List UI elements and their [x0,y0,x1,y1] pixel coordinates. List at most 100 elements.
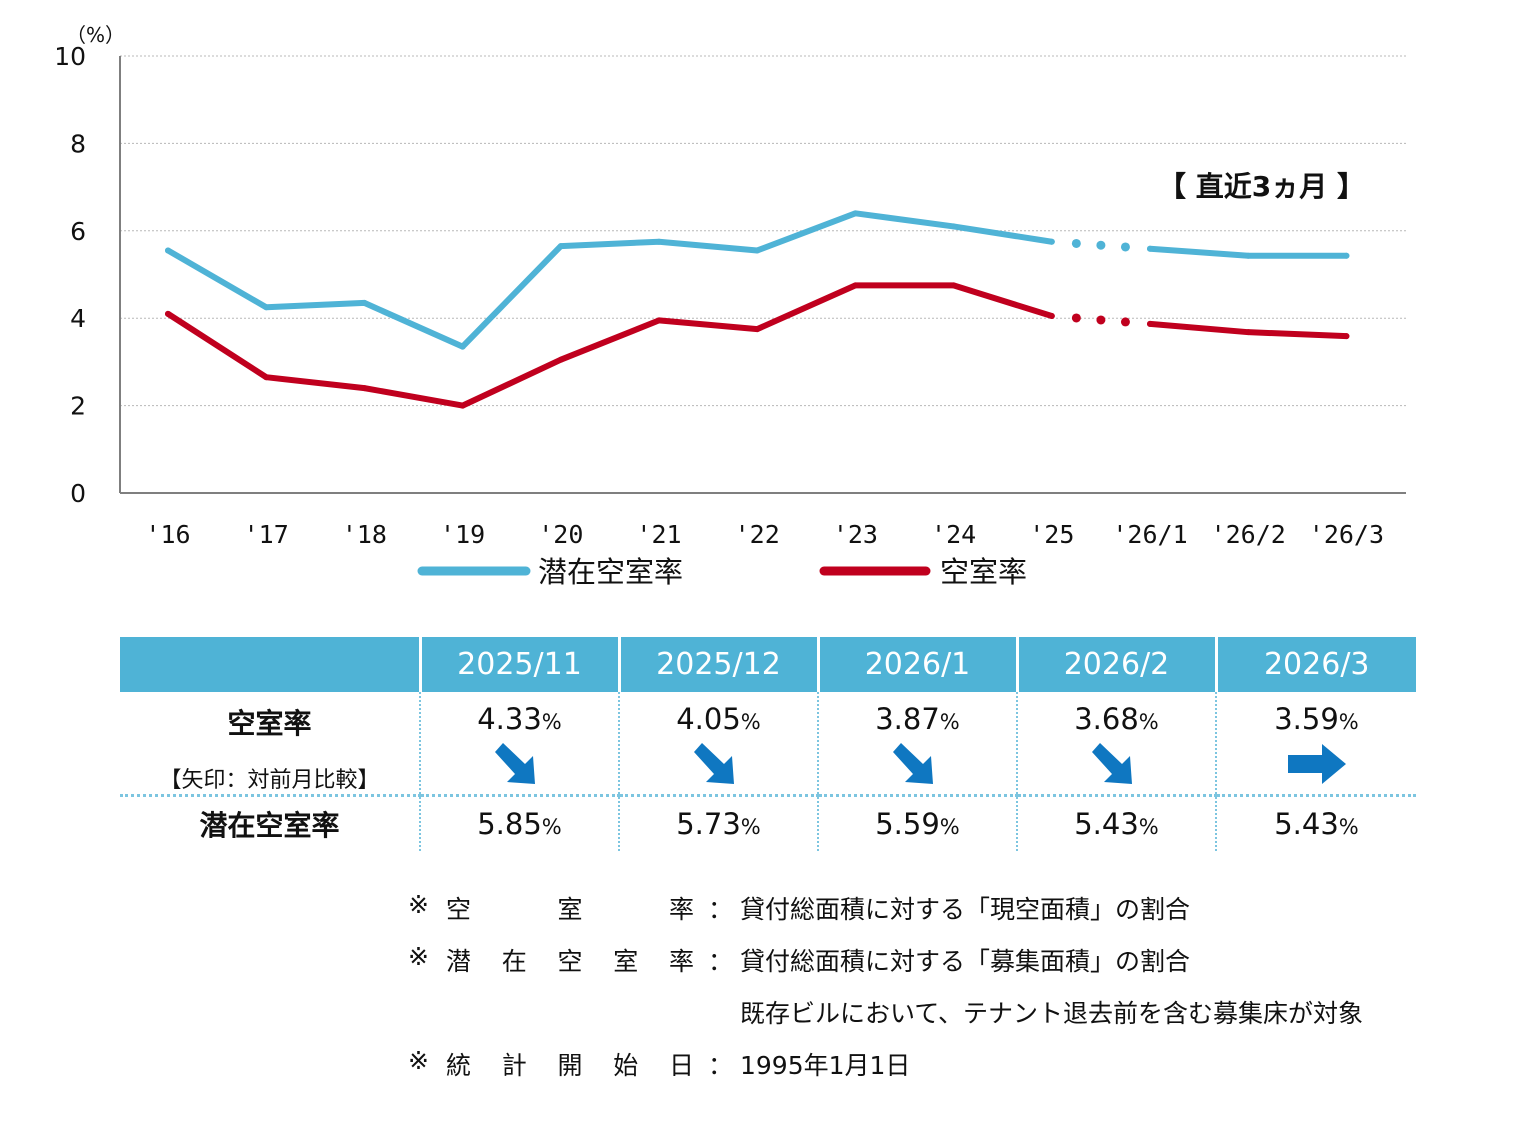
potential-rate-number: 5.59 [875,807,940,841]
y-tick-label: 10 [54,42,86,71]
series-dotted-connector [1071,238,1081,248]
note-colon: ： [708,1051,734,1080]
data-point [754,247,761,254]
vacancy-cell: 3.87% [817,692,1017,797]
vacancy-rate-number: 3.59 [1274,702,1339,736]
x-tick-label: '16 [145,520,190,549]
vacancy-rate-value: 4.33% [477,692,562,736]
data-point [459,402,466,409]
arrow-down-right-icon [693,743,734,784]
note-label: 統計開始日 [446,1051,694,1080]
x-tick-label: '25 [1029,520,1074,549]
vacancy-line-chart: （%） 0 2 4 6 8 10 '16 '17 '18 '19 '20 '21 '22 '23 '24 '2… [54,23,1406,589]
potential-rate-number: 5.43 [1274,807,1339,841]
data-point [852,282,859,289]
table-row-vacancy: 空室率 【矢印：対前月比較】 4.33% 4.05% 3.87% 3.68% 3… [120,692,1416,797]
vacancy-cell: 4.33% [419,692,619,797]
vacancy-rate-value: 3.59% [1274,692,1359,736]
table-corner-cell [120,637,420,692]
x-tick-label: '26/1 [1112,520,1187,549]
percent-sign: % [1138,815,1159,839]
note-mark: ※ [408,942,429,971]
trend-arrow [819,740,1016,788]
trend-arrow [421,740,618,788]
series-line-historical [165,282,1055,409]
note-label: 空室率 [446,895,694,924]
data-point [656,238,662,245]
x-tick-label: '22 [735,520,780,549]
note-mark: ※ [408,1046,429,1075]
x-tick-label: '17 [244,520,289,549]
row-label-vacancy: 空室率 【矢印：対前月比較】 [120,692,420,797]
table-header-row: 2025/11 2025/12 2026/1 2026/2 2026/3 [120,637,1416,692]
series-dotted-connector [1071,313,1081,323]
series-dotted-connector [1096,315,1106,325]
trend-arrow [1018,740,1215,788]
series-dotted-connector [1096,240,1106,250]
percent-sign: % [1338,710,1359,734]
data-point [361,385,368,392]
column-header: 2026/1 [816,637,1017,692]
data-point [1343,333,1350,340]
potential-rate-number: 5.85 [477,807,542,841]
note-colon: ： [708,947,734,976]
potential-cell: 5.59% [817,795,1017,851]
data-point [852,210,859,217]
data-point [950,223,957,230]
arrow-right-icon [1287,744,1346,784]
vacancy-rate-value: 3.68% [1074,692,1159,736]
potential-rate-number: 5.43 [1074,807,1139,841]
data-point [1048,238,1055,245]
series-dotted-connector [1120,317,1130,327]
vacancy-rate-number: 4.05 [676,702,741,736]
arrow-down-right-icon [892,743,933,784]
potential-cell: 5.43% [1016,795,1216,851]
legend-label-vacancy: 空室率 [940,555,1027,589]
data-point [165,247,171,254]
percent-sign: % [740,710,761,734]
data-point [754,326,761,333]
note-colon: ： [708,895,734,924]
trend-arrow [1217,740,1416,788]
data-point [1245,252,1252,259]
data-point [1343,252,1350,259]
vacancy-rate-number: 3.87 [875,702,940,736]
vacancy-rate-value: 4.05% [676,692,761,736]
series-dotted-connector [1120,242,1130,252]
y-tick-label: 4 [70,304,86,333]
x-tick-label: '26/3 [1309,520,1384,549]
vacancy-row-title: 空室率 [227,707,312,740]
vacancy-summary-table: 2025/11 2025/12 2026/1 2026/2 2026/3 空室率… [120,637,1416,851]
data-point [361,299,368,306]
data-point [263,304,270,311]
note-description: 貸付総面積に対する「現空面積」の割合 [740,895,1191,924]
data-point [263,374,270,381]
x-tick-label: '21 [636,520,681,549]
note-mark: ※ [408,890,429,919]
legend-label-potential: 潜在空室率 [538,555,683,589]
y-tick-label: 8 [70,129,86,158]
potential-cell: 5.43% [1215,795,1416,851]
vacancy-cell: 3.59% [1215,692,1416,797]
axes: 0 2 4 6 8 10 '16 '17 '18 '19 '20 '21 '22 '23 '24 '25 '26… [54,42,1406,549]
row-label-potential: 潜在空室率 [120,796,420,852]
x-tick-label: '19 [440,520,485,549]
percent-sign: % [541,815,562,839]
series-lines [165,210,1350,409]
potential-rate-number: 5.73 [676,807,741,841]
recent-3-months-annotation: 【 直近3ヵ月 】 [1158,170,1365,203]
arrow-legend-note: 【矢印：対前月比較】 [159,768,380,793]
percent-sign: % [1338,815,1359,839]
y-tick-label: 2 [70,392,86,421]
trend-arrow [620,740,817,788]
y-axis-unit: （%） [66,23,125,47]
vacancy-rate-value: 3.87% [875,692,960,736]
column-header: 2025/11 [418,637,619,692]
potential-row-title: 潜在空室率 [199,809,340,842]
note-description: 1995年1月1日 [740,1051,911,1080]
data-point [656,317,662,324]
x-tick-label: '26/2 [1211,520,1286,549]
note-description: 貸付総面積に対する「募集面積」の割合 [740,947,1191,976]
vacancy-rate-number: 3.68 [1074,702,1139,736]
x-tick-label: '24 [931,520,976,549]
